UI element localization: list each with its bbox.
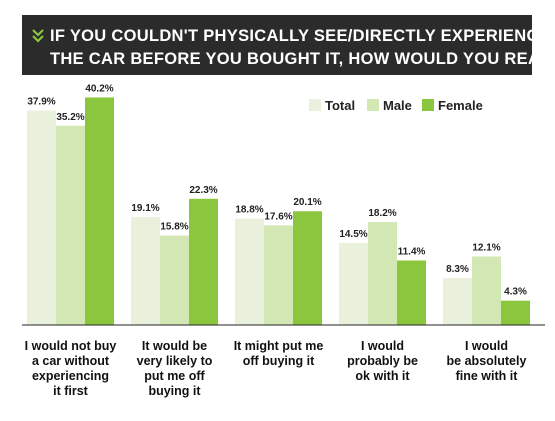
bar-male-0 bbox=[56, 125, 85, 325]
bar-female-0 bbox=[85, 97, 114, 325]
bar-male-3 bbox=[368, 221, 397, 325]
value-label-female-3: 11.4% bbox=[398, 246, 426, 257]
value-label-female-1: 22.3% bbox=[189, 185, 217, 196]
category-label-1-line-3: buying it bbox=[148, 384, 201, 398]
value-label-male-0: 35.2% bbox=[56, 112, 84, 123]
value-label-male-2: 17.6% bbox=[264, 211, 292, 222]
legend-label-total: Total bbox=[325, 98, 355, 113]
title-bar bbox=[22, 15, 532, 75]
bar-male-4 bbox=[472, 256, 501, 325]
value-labels-group: 37.9% 19.1% 18.8% 14.5% 8.3% 35.2% 15.8% 17.6% 1… bbox=[27, 83, 527, 297]
value-label-female-4: 4.3% bbox=[504, 287, 527, 298]
bar-male-2 bbox=[264, 225, 293, 325]
category-label-4-line-2: fine with it bbox=[456, 369, 519, 383]
bar-total-2 bbox=[235, 218, 264, 325]
bar-male-1 bbox=[160, 235, 189, 325]
value-label-female-2: 20.1% bbox=[293, 197, 321, 208]
value-label-male-3: 18.2% bbox=[368, 208, 396, 219]
legend-label-male: Male bbox=[383, 98, 412, 113]
value-label-total-0: 37.9% bbox=[27, 96, 55, 107]
value-label-total-1: 19.1% bbox=[131, 203, 159, 214]
value-label-total-3: 14.5% bbox=[339, 229, 367, 240]
bar-total-1 bbox=[131, 216, 160, 325]
chart-title-line-1: IF YOU COULDN'T PHYSICALLY SEE/DIRECTLY … bbox=[50, 27, 550, 45]
bar-female-1 bbox=[189, 198, 218, 325]
category-label-3-line-0: I would bbox=[361, 339, 404, 353]
category-label-0-line-2: experiencing bbox=[32, 369, 109, 383]
category-label-1-line-0: It would be bbox=[142, 339, 207, 353]
bar-total-0 bbox=[27, 110, 56, 326]
category-label-1-line-2: put me off bbox=[144, 369, 205, 383]
legend-swatch-total bbox=[309, 99, 321, 111]
value-label-male-4: 12.1% bbox=[472, 243, 500, 254]
category-label-1-line-1: very likely to bbox=[137, 354, 213, 368]
category-label-3-line-1: probably be bbox=[347, 354, 418, 368]
legend-label-female: Female bbox=[438, 98, 483, 113]
chart-title-line-2: THE CAR BEFORE YOU BOUGHT IT, HOW WOULD … bbox=[50, 50, 555, 68]
category-label-0-line-0: I would not buy bbox=[25, 339, 117, 353]
value-label-male-1: 15.8% bbox=[160, 222, 188, 233]
legend-swatch-male bbox=[367, 99, 379, 111]
value-label-total-4: 8.3% bbox=[446, 264, 469, 275]
bar-total-4 bbox=[443, 278, 472, 325]
category-label-2-line-0: It might put me bbox=[234, 339, 324, 353]
bar-female-4 bbox=[501, 300, 530, 325]
bar-female-2 bbox=[293, 211, 322, 325]
bar-female-3 bbox=[397, 260, 426, 325]
category-label-4-line-1: be absolutely bbox=[447, 354, 527, 368]
value-label-total-2: 18.8% bbox=[235, 205, 263, 216]
category-label-0-line-3: it first bbox=[53, 384, 89, 398]
bar-total-3 bbox=[339, 242, 368, 325]
category-label-0-line-1: a car without bbox=[32, 354, 110, 368]
category-label-4-line-0: I would bbox=[465, 339, 508, 353]
category-label-2-line-1: off buying it bbox=[243, 354, 315, 368]
double-chevron-down-icon bbox=[32, 29, 44, 43]
legend-swatch-female bbox=[422, 99, 434, 111]
legend: Total Male Female bbox=[309, 98, 483, 113]
value-label-female-0: 40.2% bbox=[85, 83, 113, 94]
bars-group bbox=[27, 97, 530, 326]
category-label-3-line-2: ok with it bbox=[355, 369, 410, 383]
